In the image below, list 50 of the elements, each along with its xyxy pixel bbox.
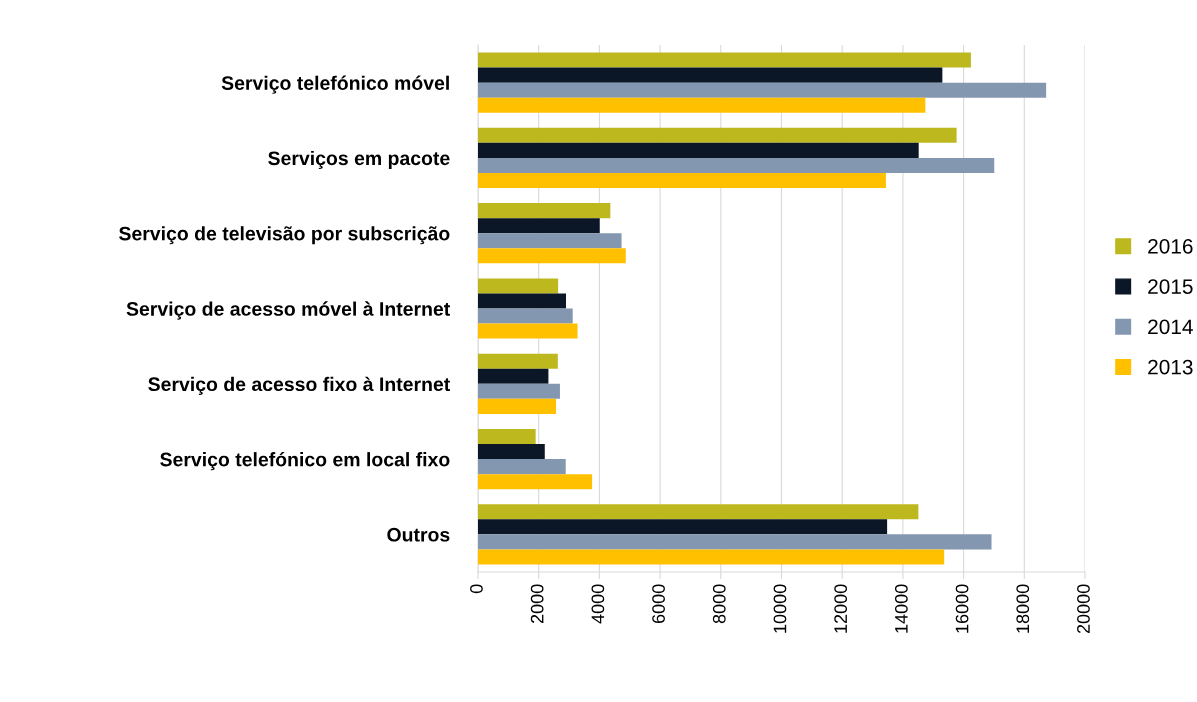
bar (478, 157, 995, 173)
bar (478, 519, 888, 535)
bar (478, 549, 945, 565)
bar (478, 218, 600, 234)
y-tick-label: Serviços em pacote (268, 150, 450, 170)
bar (478, 142, 919, 158)
bar (478, 127, 957, 143)
bar (478, 97, 926, 113)
bar (478, 172, 886, 189)
x-tick-label: 0 (470, 584, 483, 594)
x-tick-label: 4000 (591, 584, 605, 624)
x-tick-label: 18000 (1016, 584, 1030, 633)
bar (478, 278, 559, 294)
bar (478, 233, 622, 249)
bar (478, 383, 560, 399)
x-tick-label: 12000 (834, 584, 848, 633)
bar (478, 474, 593, 490)
bar (478, 203, 611, 219)
y-tick-label: Serviço de acesso fixo à Internet (148, 376, 451, 395)
bar (478, 308, 573, 324)
legend-label: 2015 (1148, 279, 1193, 294)
bar (478, 428, 536, 445)
x-tick-label: 14000 (894, 584, 908, 633)
x-tick-label: 20000 (1077, 584, 1090, 634)
x-tick-label: 10000 (773, 584, 787, 633)
legend-label: 2013 (1148, 359, 1193, 375)
bar (478, 52, 971, 68)
x-tick-label: 8000 (712, 584, 726, 624)
bar (478, 353, 558, 369)
legend-label: 2016 (1148, 238, 1193, 254)
bar (478, 67, 943, 83)
y-tick-label: Serviço telefónico móvel (221, 75, 449, 94)
y-tick-label: Serviço telefónico em local fixo (160, 451, 450, 471)
y-tick-label: Outros (387, 527, 450, 542)
bar (478, 459, 566, 475)
bar (478, 504, 919, 520)
bar (478, 293, 567, 309)
x-tick-label: 16000 (955, 584, 969, 633)
bar (478, 534, 992, 550)
legend-label: 2014 (1148, 319, 1193, 335)
bar (478, 82, 1047, 98)
y-tick-label: Serviço de acesso móvel à Internet (126, 301, 451, 320)
bar (478, 398, 556, 414)
bar (478, 323, 578, 339)
x-tick-label: 2000 (530, 584, 544, 624)
bar (478, 368, 549, 384)
x-tick-label: 6000 (652, 584, 665, 624)
bar (478, 248, 626, 264)
bar (478, 444, 545, 460)
y-tick-label: Serviço de televisão por subscrição (119, 226, 450, 245)
